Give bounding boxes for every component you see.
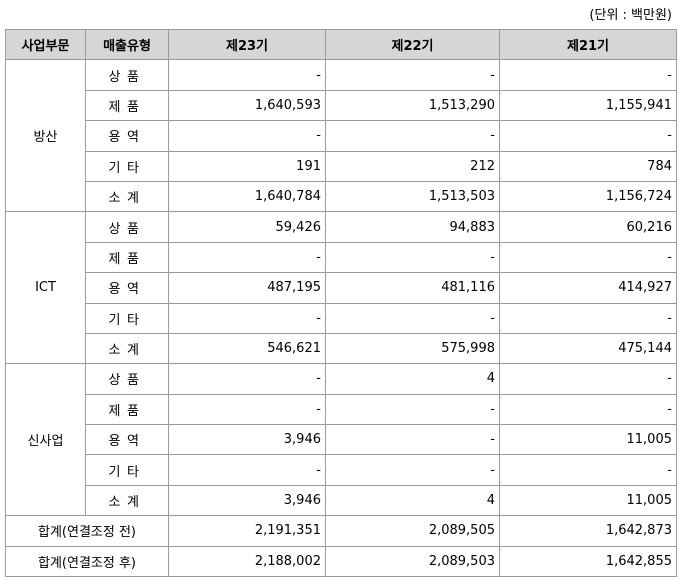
value-cell-22: 575,998 xyxy=(325,332,500,365)
value-cell-21: - xyxy=(499,59,677,91)
value-cell-23: - xyxy=(168,241,326,274)
value-cell-23: 59,426 xyxy=(168,211,326,243)
table-row: 소계 546,621 575,998 475,144 xyxy=(6,332,677,365)
sales-type-cell: 용역 xyxy=(85,424,169,456)
total-value-21: 1,642,873 xyxy=(499,515,677,547)
value-cell-23: - xyxy=(168,363,326,395)
sales-type-cell: 소계 xyxy=(85,180,169,213)
header-sales-type: 매출유형 xyxy=(85,28,169,61)
sales-type-cell: 제품 xyxy=(85,393,169,426)
value-cell-23: - xyxy=(168,393,326,426)
value-cell-21: 475,144 xyxy=(499,332,677,365)
table-row: 기타 - - - xyxy=(6,454,677,486)
value-cell-22: 212 xyxy=(325,150,500,182)
table-row: 신사업 상품 -4- xyxy=(5,363,677,517)
value-cell-23: 191 xyxy=(168,150,326,182)
table-row: 기타 191 212 784 xyxy=(6,150,677,182)
value-cell-21: - xyxy=(499,363,677,395)
total-value-23: 2,188,002 xyxy=(168,545,326,578)
table-body: 방산 상품 - - - 제품 1,640,593 1,513,290 1,155,941 용역 - -… xyxy=(5,59,677,578)
value-cell-23: 1,640,784 xyxy=(168,180,326,213)
total-label: 합계(연결조정 후) xyxy=(5,545,169,578)
sales-type-cell: 상품 xyxy=(85,59,169,91)
sales-type-cell: 기타 xyxy=(85,302,169,334)
value-cell-22: 1,513,290 xyxy=(325,89,500,122)
header-period-21: 제21기 xyxy=(499,28,677,61)
table-row: 기타 - - - xyxy=(6,302,677,334)
value-cell-22: 94,883 xyxy=(325,211,500,243)
sales-type-cell: 제품 xyxy=(85,241,169,274)
sales-type-cell: 소계 xyxy=(85,332,169,365)
value-cell-22: - xyxy=(325,241,500,274)
division-cell: 신사업 xyxy=(5,363,86,517)
value-cell-23: 3,946 xyxy=(168,484,326,517)
value-cell-23: - xyxy=(168,302,326,334)
sales-type-cell: 제품 xyxy=(85,89,169,122)
value-cell-22: - xyxy=(325,59,500,91)
header-period-23: 제23기 xyxy=(168,28,326,61)
value-cell-23: 1,640,593 xyxy=(168,89,326,122)
value-cell-22: - xyxy=(325,393,500,426)
value-cell-23: - xyxy=(168,120,326,152)
table-row: 제품 1,640,593 1,513,290 1,155,941 xyxy=(6,89,677,122)
table-row: ICT 상품 59,426 94,883 60,216 xyxy=(5,211,677,365)
table-row: 방산 상품 - - - xyxy=(5,59,677,213)
table-row: 용역 - - - xyxy=(6,120,677,152)
value-cell-21: 11,005 xyxy=(499,424,677,456)
header-division: 사업부문 xyxy=(5,28,86,61)
value-cell-22: 1,513,503 xyxy=(325,180,500,213)
table-row: 용역 487,195 481,116 414,927 xyxy=(6,272,677,304)
sales-type-cell: 용역 xyxy=(85,120,169,152)
value-cell-23: - xyxy=(168,59,326,91)
value-cell-23: 487,195 xyxy=(168,272,326,304)
sales-type-cell: 기타 xyxy=(85,150,169,182)
value-cell-22: - xyxy=(325,454,500,486)
sales-table: 사업부문 매출유형 제23기 제22기 제21기 방산 상품 - - - 제품 1,640,… xyxy=(5,28,677,578)
value-cell-21: - xyxy=(499,454,677,486)
table-row: 소계 3,946 4 11,005 xyxy=(6,484,677,517)
sales-type-cell: 상품 xyxy=(85,211,169,243)
total-value-22: 2,089,505 xyxy=(325,515,500,547)
value-cell-21: 1,156,724 xyxy=(499,180,677,213)
total-row: 합계(연결조정 전) 2,191,351 2,089,505 1,642,873 xyxy=(5,515,677,547)
division-cell: 방산 xyxy=(5,59,86,213)
value-cell-22: 4 xyxy=(325,363,500,395)
value-cell-21: 414,927 xyxy=(499,272,677,304)
table-row: 소계 1,640,784 1,513,503 1,156,724 xyxy=(6,180,677,213)
value-cell-22: - xyxy=(325,302,500,334)
sales-type-cell: 소계 xyxy=(85,484,169,517)
table-row: 제품 - - - xyxy=(6,241,677,274)
value-cell-22: 4 xyxy=(325,484,500,517)
table-row: 제품 - - - xyxy=(6,393,677,426)
value-cell-21: - xyxy=(499,302,677,334)
value-cell-23: - xyxy=(168,454,326,486)
value-cell-21: 11,005 xyxy=(499,484,677,517)
sales-type-cell: 상품 xyxy=(85,363,169,395)
value-cell-22: - xyxy=(325,120,500,152)
value-cell-21: - xyxy=(499,120,677,152)
total-label: 합계(연결조정 전) xyxy=(5,515,169,547)
value-cell-23: 3,946 xyxy=(168,424,326,456)
total-value-21: 1,642,855 xyxy=(499,545,677,578)
table-row: 용역 3,946-11,005 xyxy=(6,424,677,456)
value-cell-21: 60,216 xyxy=(499,211,677,243)
value-cell-22: - xyxy=(325,424,500,456)
value-cell-23: 546,621 xyxy=(168,332,326,365)
sales-type-cell: 용역 xyxy=(85,272,169,304)
value-cell-21: 784 xyxy=(499,150,677,182)
division-cell: ICT xyxy=(5,211,86,365)
unit-note: (단위 : 백만원) xyxy=(589,8,672,23)
header-row: 사업부문 매출유형 제23기 제22기 제21기 xyxy=(5,28,677,61)
total-value-22: 2,089,503 xyxy=(325,545,500,578)
value-cell-21: 1,155,941 xyxy=(499,89,677,122)
header-period-22: 제22기 xyxy=(325,28,500,61)
total-row: 합계(연결조정 후) 2,188,002 2,089,503 1,642,855 xyxy=(5,545,677,578)
value-cell-21: - xyxy=(499,393,677,426)
total-value-23: 2,191,351 xyxy=(168,515,326,547)
sales-type-cell: 기타 xyxy=(85,454,169,486)
value-cell-21: - xyxy=(499,241,677,274)
value-cell-22: 481,116 xyxy=(325,272,500,304)
